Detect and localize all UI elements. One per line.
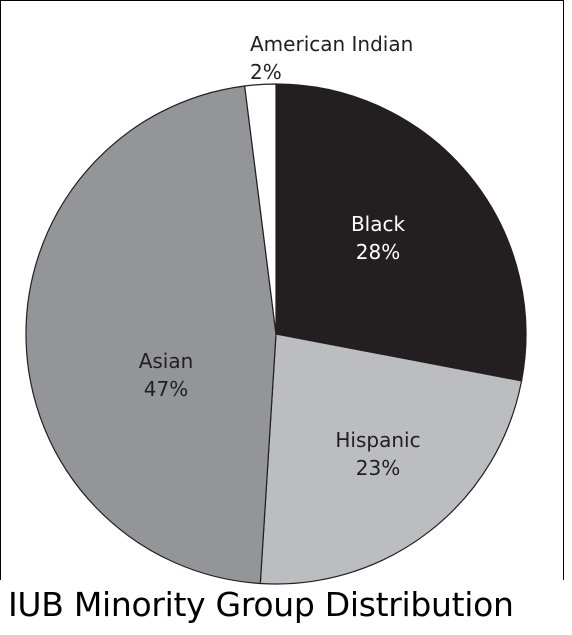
- pie-chart: Black 28% Hispanic 23% Asian 47% American Indi…: [25, 32, 527, 585]
- slice-value-label: 28%: [356, 240, 400, 264]
- slice-name-label: American Indian: [250, 32, 413, 56]
- chart-frame: [0, 0, 564, 580]
- slice-name-label: Asian: [139, 349, 194, 373]
- slice-name-label: Hispanic: [335, 428, 420, 452]
- pie-label-hispanic: Hispanic 23%: [335, 428, 420, 480]
- pie-slice-asian: [25, 85, 277, 585]
- pie-slice-hispanic: [259, 333, 523, 585]
- slice-value-label: 47%: [144, 377, 188, 401]
- pie-label-black: Black 28%: [351, 212, 406, 264]
- pie-labels: Black 28% Hispanic 23% Asian 47% American Indi…: [139, 32, 421, 480]
- pie-slices: [25, 83, 527, 585]
- slice-value-label: 23%: [356, 456, 400, 480]
- pie-slice-black: [275, 83, 527, 382]
- pie-label-asian: Asian 47%: [139, 349, 194, 401]
- chart-title: IUB Minority Group Distribution: [8, 585, 514, 624]
- slice-name-label: Black: [351, 212, 406, 236]
- pie-label-american-indian: American Indian 2%: [250, 32, 413, 84]
- pie-slice-american-indian: [244, 83, 277, 335]
- slice-value-label: 2%: [250, 60, 282, 84]
